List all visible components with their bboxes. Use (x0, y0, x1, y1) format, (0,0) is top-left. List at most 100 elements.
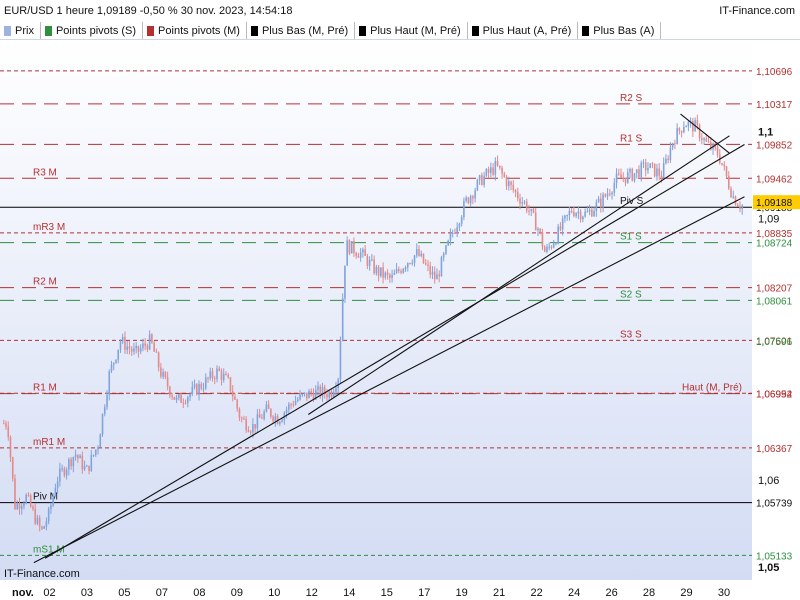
candle-body (314, 389, 317, 400)
legend-item-points-pivots-m[interactable]: Points pivots (M) (143, 22, 247, 39)
x-tick-label-4: 07 (156, 587, 168, 599)
brand-link[interactable]: IT-Finance.com (719, 5, 795, 17)
x-tick-label-17: 28 (643, 587, 655, 599)
candle-body (326, 393, 328, 398)
candle-body (101, 413, 104, 435)
candle-body (566, 214, 568, 216)
candle-body (274, 416, 277, 422)
candle-body (669, 147, 672, 161)
candle-body (256, 414, 259, 429)
candle-body (209, 371, 212, 379)
candle-body (285, 409, 288, 414)
legend-item-plus-haut-a[interactable]: Plus Haut (A, Pré) (468, 22, 579, 39)
candle-body (727, 176, 730, 189)
candle-body (725, 166, 728, 177)
current-price-label: 1,09188 (756, 198, 793, 209)
candle-body (523, 201, 526, 203)
legend-item-plus-bas-m[interactable]: Plus Bas (M, Pré) (247, 22, 356, 39)
candle-body (528, 210, 530, 212)
candle-body (458, 223, 461, 228)
candle-body (119, 341, 122, 350)
candle-body (393, 273, 396, 275)
candle-body (739, 206, 741, 210)
candle-body (81, 455, 84, 470)
candle-body (178, 394, 180, 398)
candle-body (70, 459, 72, 467)
candle-body (559, 226, 562, 230)
candle-body (231, 391, 234, 397)
price-chart[interactable]: R2 S R1 S R3 M Piv S mR3 M S1 S R2 M S2 S S3 S Ha… (0, 40, 800, 600)
legend-item-plus-haut-m[interactable]: Plus Haut (M, Pré) (355, 22, 468, 39)
price-axis-label-7: 1,08207 (756, 284, 793, 295)
candle-body (272, 416, 274, 422)
candle-body (344, 265, 346, 299)
candle-body (213, 378, 216, 380)
candle-body (577, 211, 580, 214)
candle-body (108, 371, 111, 395)
candle-body (568, 211, 571, 215)
candle-body (447, 240, 449, 246)
candle-body (678, 128, 681, 131)
x-tick-label-13: 21 (493, 587, 505, 599)
candle-body (492, 167, 494, 175)
level-label-13: mR1 M (33, 437, 65, 448)
legend-item-plus-bas-a[interactable]: Plus Bas (A) (578, 22, 662, 39)
candle-body (512, 184, 515, 191)
candle-body (341, 298, 344, 341)
candle-body (658, 168, 660, 176)
candle-body (597, 198, 600, 203)
candle-body (499, 165, 501, 168)
x-tick-label-3: 05 (118, 587, 130, 599)
x-tick-label-6: 09 (231, 587, 243, 599)
price-axis-label-11: 1,06994 (756, 389, 793, 400)
candle-body (707, 141, 710, 143)
price-axis-label-6: 1,08724 (756, 239, 793, 250)
legend-swatch-icon (471, 25, 479, 36)
x-tick-label-10: 15 (381, 587, 393, 599)
candle-body (642, 162, 645, 164)
candle-body (115, 359, 117, 363)
candle-body (72, 457, 75, 467)
candle-body (411, 262, 414, 264)
candle-body (368, 259, 371, 266)
candle-body (692, 120, 694, 132)
candle-body (254, 424, 256, 429)
candle-body (243, 418, 245, 420)
candle-body (548, 246, 550, 248)
candle-body (736, 204, 739, 207)
candle-body (5, 423, 7, 427)
candle-body (52, 495, 54, 506)
candle-body (564, 215, 566, 219)
candle-body (570, 211, 573, 213)
candle-body (521, 202, 524, 204)
candle-body (86, 465, 88, 467)
candle-body (685, 126, 687, 128)
candle-body (449, 233, 452, 241)
candle-body (29, 495, 32, 507)
candle-body (611, 192, 613, 195)
legend-item-points-pivots-s[interactable]: Points pivots (S) (41, 22, 144, 39)
candle-body (519, 198, 521, 204)
candle-body (422, 253, 425, 264)
candle-body (561, 218, 564, 230)
trendline-3 (680, 113, 730, 154)
candle-body (617, 173, 620, 175)
candle-body (321, 387, 324, 397)
candle-body (279, 421, 281, 425)
candle-body (263, 411, 265, 419)
x-tick-label-1: 02 (43, 587, 55, 599)
candle-body (59, 468, 61, 482)
candle-body (660, 175, 663, 179)
candle-body (56, 481, 59, 489)
price-axis-label-10: 1,07596 (756, 337, 793, 348)
candle-body (494, 161, 497, 175)
candle-body (420, 253, 423, 256)
candle-body (409, 263, 411, 265)
candle-body (741, 205, 744, 210)
candle-body (34, 508, 36, 524)
candle-body (227, 375, 230, 378)
candle-body (478, 175, 481, 180)
x-tick-label-11: 17 (418, 587, 430, 599)
candle-body (626, 172, 629, 183)
legend-item-prix[interactable]: Prix (0, 22, 41, 39)
